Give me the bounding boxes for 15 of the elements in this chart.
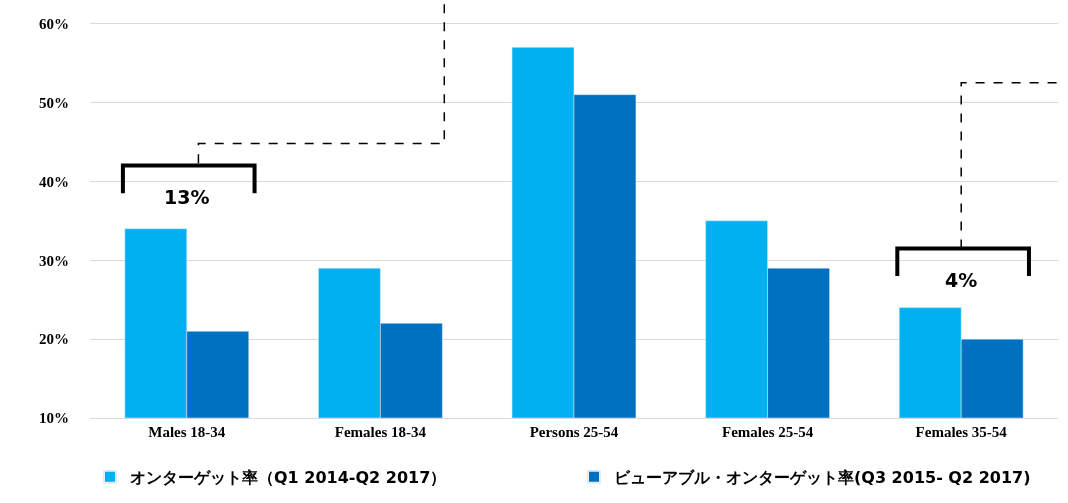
- x-tick-label: Males 18-34: [148, 424, 226, 440]
- x-tick-label: Females 25-54: [721, 424, 814, 440]
- y-tick-label: 60%: [39, 15, 69, 32]
- x-tick-label: Females 35-54: [915, 424, 1008, 440]
- y-tick-label: 30%: [39, 252, 69, 269]
- annotation: 13%: [164, 186, 210, 208]
- annotation: 4%: [945, 269, 978, 291]
- x-tick-label: Persons 25-54: [529, 424, 619, 440]
- y-tick-label: 40%: [39, 173, 69, 190]
- legend-label: オンターゲット率（Q1 2014-Q2 2017）: [130, 467, 447, 487]
- y-tick-label: 20%: [39, 331, 69, 348]
- y-tick-label: 50%: [39, 94, 69, 111]
- x-tick-label: Females 18-34: [334, 424, 427, 440]
- legend-label: ビューアブル・オンターゲット率(Q3 2015- Q2 2017): [614, 467, 1031, 487]
- y-tick-label: 10%: [39, 410, 69, 427]
